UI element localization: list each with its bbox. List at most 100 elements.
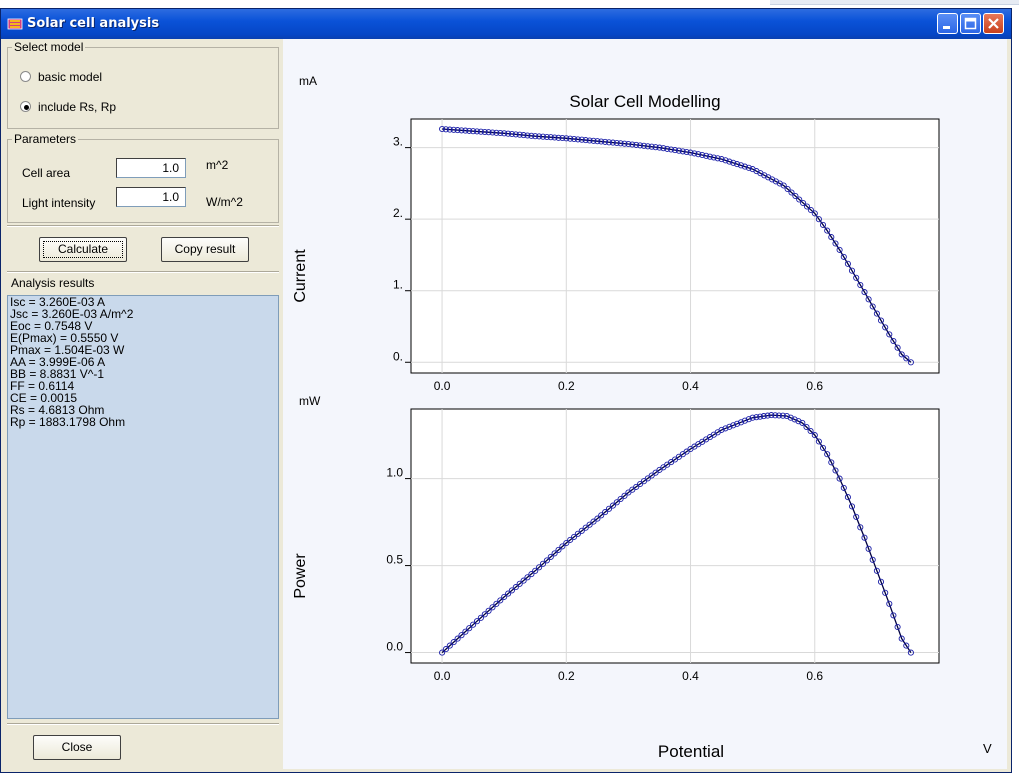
- data-point: [571, 135, 578, 143]
- data-point: [737, 419, 745, 426]
- data-point: [462, 628, 469, 635]
- copy-result-button[interactable]: Copy result: [161, 237, 249, 262]
- data-point: [828, 234, 835, 241]
- solar-app-icon: [7, 18, 23, 30]
- data-point: [861, 534, 868, 541]
- separator: [7, 225, 279, 227]
- data-point: [726, 423, 733, 430]
- data-point: [824, 451, 831, 458]
- window-title: Solar cell analysis: [27, 16, 160, 31]
- data-point: [882, 324, 889, 331]
- data-point: [730, 422, 737, 429]
- data-point: [699, 151, 706, 159]
- data-point: [844, 494, 851, 501]
- data-point: [578, 136, 585, 143]
- data-point: [703, 152, 710, 159]
- data-point: [791, 416, 798, 423]
- radio-basic-model-label: basic model: [38, 70, 103, 84]
- y-tick-label: 1.0: [386, 466, 403, 480]
- data-point: [458, 127, 465, 134]
- data-point: [609, 502, 616, 509]
- data-point: [853, 274, 860, 281]
- data-point: [621, 140, 628, 147]
- results-list: Isc = 3.260E-03 A Jsc = 3.260E-03 A/m^2 Eo…: [8, 296, 278, 428]
- data-point: [869, 303, 876, 310]
- data-point: [512, 584, 519, 591]
- data-point: [454, 127, 461, 134]
- data-point: [481, 611, 488, 618]
- data-point: [687, 149, 694, 156]
- data-point: [605, 139, 613, 146]
- close-window-button[interactable]: [983, 13, 1004, 34]
- data-point: [574, 136, 581, 143]
- data-point: [559, 543, 566, 550]
- close-button-label: Close: [61, 740, 93, 754]
- data-point: [768, 412, 775, 419]
- radio-circle[interactable]: [20, 71, 31, 82]
- data-point: [873, 567, 880, 574]
- data-point: [722, 157, 729, 164]
- cell-area-input[interactable]: 1.0: [116, 158, 186, 178]
- data-point: [493, 600, 500, 607]
- data-point: [861, 289, 868, 296]
- data-point: [795, 418, 802, 425]
- data-point: [528, 571, 535, 578]
- radio-include-rs-rp-label: include Rs, Rp: [38, 100, 117, 114]
- y-axis-label: Current: [292, 249, 309, 303]
- data-point: [819, 444, 827, 451]
- data-point: [450, 126, 457, 133]
- x-tick-label: 0.4: [682, 379, 699, 393]
- data-point: [779, 412, 786, 419]
- background-strip: [0, 0, 1019, 8]
- light-intensity-label: Light intensity: [22, 196, 96, 210]
- data-point: [877, 578, 885, 585]
- radio-circle-selected[interactable]: [20, 101, 31, 112]
- data-point: [877, 317, 885, 324]
- data-point: [873, 310, 880, 317]
- data-point: [524, 132, 531, 139]
- data-point: [865, 296, 872, 303]
- cell-area-unit: m^2: [206, 158, 229, 172]
- data-point: [898, 635, 905, 642]
- data-point: [559, 134, 566, 142]
- result-line: E(Pmax) = 0.5550 V: [10, 331, 119, 345]
- result-line: AA = 3.999E-06 A: [10, 355, 106, 369]
- minimize-button[interactable]: [937, 13, 958, 34]
- data-point: [501, 130, 508, 137]
- data-point: [613, 139, 620, 147]
- data-point: [539, 133, 547, 140]
- data-point: [890, 612, 897, 619]
- data-point: [734, 420, 741, 427]
- data-point: [764, 412, 771, 419]
- data-point: [857, 524, 864, 531]
- data-point: [664, 145, 671, 152]
- maximize-button[interactable]: [960, 13, 981, 34]
- data-point: [497, 597, 504, 604]
- data-point: [493, 129, 500, 136]
- solar-cell-window: Solar cell analysis Select model basic m…: [0, 8, 1012, 773]
- result-line: Isc = 3.260E-03 A: [10, 295, 106, 309]
- analysis-results-box[interactable]: Isc = 3.260E-03 A Jsc = 3.260E-03 A/m^2 Eo…: [7, 295, 279, 719]
- data-point: [520, 132, 527, 139]
- data-point: [617, 140, 624, 147]
- data-point: [828, 459, 835, 466]
- title-bar[interactable]: Solar cell analysis: [1, 9, 1011, 39]
- data-point: [840, 484, 847, 491]
- data-point: [722, 425, 729, 432]
- data-point: [625, 140, 632, 148]
- data-point: [598, 138, 605, 145]
- data-point: [882, 589, 889, 596]
- data-point: [567, 536, 574, 543]
- light-intensity-input[interactable]: 1.0: [116, 187, 186, 207]
- data-point: [710, 154, 717, 161]
- data-point: [543, 133, 550, 141]
- data-point: [683, 148, 690, 156]
- chart-title: Solar Cell Modelling: [569, 92, 720, 111]
- data-point: [726, 158, 733, 165]
- data-point: [796, 196, 803, 203]
- data-point: [832, 240, 839, 247]
- analysis-results-legend: Analysis results: [9, 276, 97, 290]
- calculate-button[interactable]: Calculate: [39, 237, 127, 262]
- close-button[interactable]: Close: [33, 735, 121, 760]
- y-axis-label: Power: [292, 553, 309, 599]
